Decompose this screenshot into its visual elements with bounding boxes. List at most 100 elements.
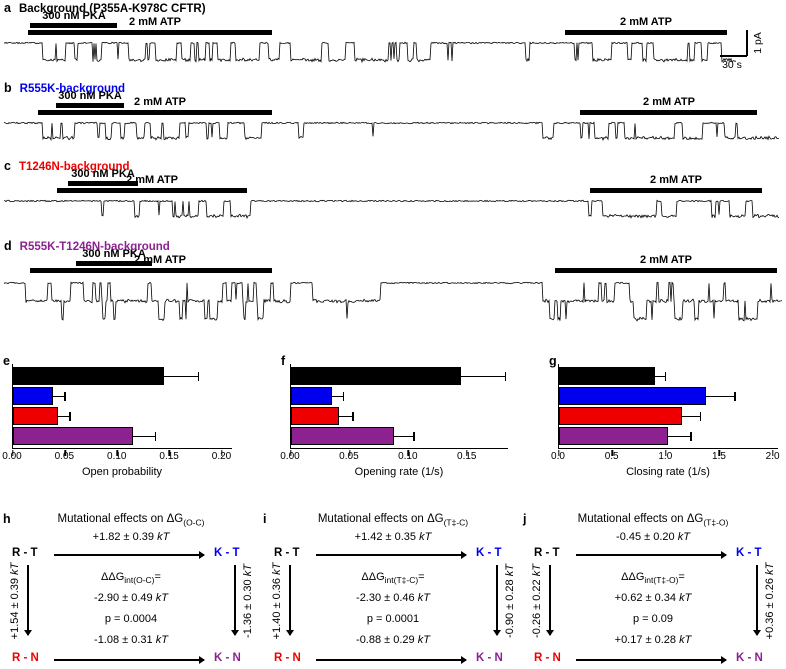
arrow-right — [231, 565, 238, 636]
x-axis-tick-labels: 0.00 0.05 0.10 0.15 — [280, 449, 508, 465]
unit-kT: kT — [157, 531, 170, 543]
tick-label: 0.00 — [2, 451, 22, 462]
panel-letter-d: d — [4, 239, 12, 253]
pka-bar-b — [56, 103, 124, 108]
arrow-top — [316, 551, 467, 558]
panel-letter-c: c — [4, 159, 11, 173]
panel-d-header: d R555K-T1246N-background — [4, 239, 170, 253]
ddg-prefix: ΔΔG — [621, 571, 645, 583]
axis-tick — [290, 450, 292, 456]
panel-c-header: c T1246N-background — [4, 159, 130, 173]
tick-label: 0.15 — [457, 451, 477, 462]
error-cap — [352, 412, 354, 421]
bar-r555k-t1246n-background — [13, 427, 133, 445]
bar-t1246n-background — [559, 407, 682, 425]
bar-background — [559, 367, 656, 385]
ddg-equals: = — [678, 571, 685, 583]
ddg-label: ΔΔGint(T‡-C)= — [303, 571, 483, 585]
atp1-label-c: 2 mM ATP — [126, 174, 178, 186]
pka-label-d: 300 nM PKA — [82, 248, 146, 260]
unit-kT: kT — [155, 592, 168, 604]
corner-K-T: K - T — [214, 547, 240, 559]
corner-K-N: K - N — [214, 652, 241, 664]
current-trace-b — [4, 121, 779, 142]
pka-label-b: 300 nM PKA — [58, 90, 122, 102]
corner-K-N: K - N — [476, 652, 503, 664]
panel-letter-e: e — [3, 354, 10, 368]
panel-letter-h: h — [3, 512, 11, 526]
panel-letter-i: i — [263, 512, 267, 526]
arrow-bottom — [316, 656, 467, 663]
atp2-label-a: 2 mM ATP — [620, 16, 672, 28]
value-text: +1.54 ± 0.39 — [9, 577, 21, 640]
tick-label: 0.10 — [107, 451, 127, 462]
value-text: -0.26 ± 0.22 — [531, 579, 543, 638]
error-cap — [413, 432, 415, 441]
panel-title-c: T1246N-background — [18, 161, 130, 173]
unit-kT: kT — [679, 634, 692, 646]
x-axis-title: Open probability — [81, 466, 163, 478]
current-trace-c — [4, 199, 779, 220]
cycle-title: Mutational effects on ΔG(T‡-O) — [528, 513, 778, 527]
axis-tick — [466, 450, 468, 456]
tick-label: 0.05 — [339, 451, 359, 462]
x-axis-tick-labels: 0.00 0.05 0.10 0.15 0.20 — [2, 449, 232, 465]
value-text: -2.30 ± 0.46 — [356, 592, 415, 604]
error-cap — [197, 372, 200, 381]
arrow-right — [753, 565, 760, 636]
cycle-title-subscript: (T‡-C) — [443, 517, 469, 528]
dg-left-value: +1.40 ± 0.36 kT — [271, 563, 283, 640]
ddg-label: ΔΔGint(O-C)= — [41, 571, 221, 585]
dg-left-value: +1.54 ± 0.39 kT — [9, 563, 21, 640]
arrow-left — [24, 565, 31, 636]
dg-left-value: -0.26 ± 0.22 kT — [531, 564, 543, 638]
bar-background — [291, 367, 462, 385]
value-text: -0.90 ± 0.28 — [504, 579, 516, 638]
tick-label: 1.0 — [658, 451, 673, 462]
dg-top-value: +1.82 ± 0.39 kT — [46, 531, 216, 543]
error-bar — [706, 396, 736, 398]
value-text: +1.42 ± 0.35 — [354, 531, 417, 543]
mutant-cycle-h: Mutational effects on ΔG(O-C) +1.82 ± 0.… — [6, 513, 256, 669]
arrow-right — [493, 565, 500, 636]
atp1-bar-a — [28, 30, 272, 35]
corner-K-T: K - T — [476, 547, 502, 559]
bar-r555k-background — [291, 387, 333, 405]
dg-right-value: -0.90 ± 0.28 kT — [504, 564, 516, 638]
error-cap — [342, 392, 345, 401]
cycle-title: Mutational effects on ΔG(T‡-C) — [268, 513, 518, 527]
bar-background — [13, 367, 165, 385]
error-bar — [394, 436, 415, 438]
unit-kT: kT — [504, 564, 516, 577]
dg-right-value: +0.36 ± 0.26 kT — [764, 563, 776, 640]
arrow-top — [576, 551, 727, 558]
unit-kT: kT — [419, 531, 432, 543]
axis-tick — [64, 450, 66, 456]
axis-tick — [116, 450, 118, 456]
atp2-label-c: 2 mM ATP — [650, 174, 702, 186]
ddg-subscript: int(T‡-O) — [644, 575, 679, 586]
error-bar — [461, 376, 506, 378]
tick-label: 0.0 — [551, 451, 565, 462]
value-text: -1.08 ± 0.31 — [94, 634, 153, 646]
value-text: p = 0.09 — [632, 613, 674, 625]
value-text: +0.17 ± 0.28 — [614, 634, 677, 646]
unit-kT: kT — [531, 564, 543, 577]
p-value: p = 0.0001 — [303, 613, 483, 625]
error-bar — [339, 416, 354, 418]
panel-title-a: Background (P355A-K978C CFTR) — [18, 3, 206, 15]
unit-kT: kT — [242, 564, 254, 577]
ddg-prefix: ΔΔG — [361, 571, 385, 583]
axis-tick — [718, 450, 720, 456]
error-bar — [132, 436, 156, 438]
value-text: -0.88 ± 0.29 — [356, 634, 415, 646]
corner-R-N: R - N — [274, 652, 301, 664]
ddg-value: -2.90 ± 0.49 kT — [41, 592, 221, 604]
unit-kT: kT — [9, 562, 21, 575]
current-trace-d — [4, 281, 782, 322]
dg-bottom-value: -0.88 ± 0.29 kT — [308, 634, 478, 646]
scalebar-current-label: 1 pA — [752, 32, 764, 54]
corner-R-T: R - T — [534, 547, 560, 559]
atp2-bar-c — [590, 188, 762, 193]
